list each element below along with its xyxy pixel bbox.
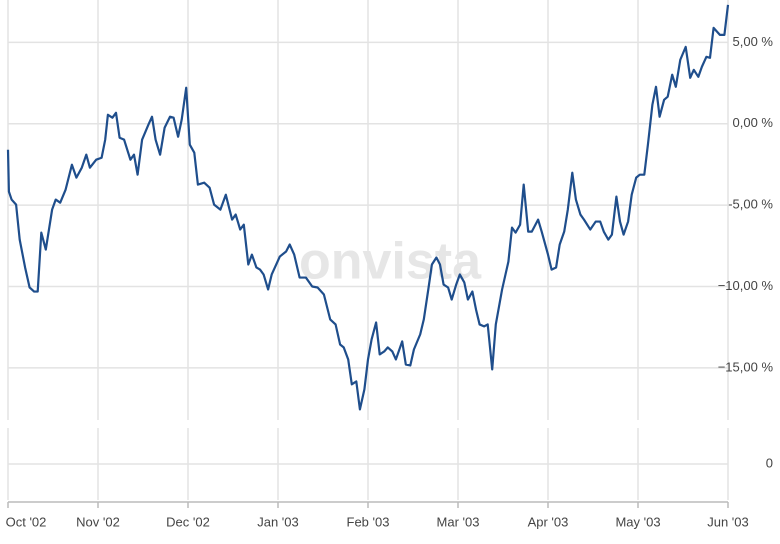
y-tick-label: -5,00 %	[728, 197, 773, 212]
x-tick-label: Feb '03	[347, 514, 390, 529]
y-tick-label: 5,00 %	[733, 34, 774, 49]
x-tick-label: Apr '03	[528, 514, 569, 529]
x-tick-label: May '03	[615, 514, 660, 529]
x-tick-label: Dec '02	[166, 514, 210, 529]
y-tick-label: 0	[766, 455, 773, 470]
price-line	[6, 4, 730, 411]
x-tick-label: Mar '03	[437, 514, 480, 529]
watermark: onvista	[299, 233, 482, 291]
x-tick-label: Oct '02	[6, 514, 47, 529]
y-tick-label: −15,00 %	[718, 359, 774, 374]
x-tick-label: Jun '03	[707, 514, 749, 529]
y-tick-label: −10,00 %	[718, 278, 774, 293]
x-tick-label: Nov '02	[76, 514, 120, 529]
y-tick-label: 0,00 %	[733, 115, 774, 130]
x-tick-label: Jan '03	[257, 514, 299, 529]
